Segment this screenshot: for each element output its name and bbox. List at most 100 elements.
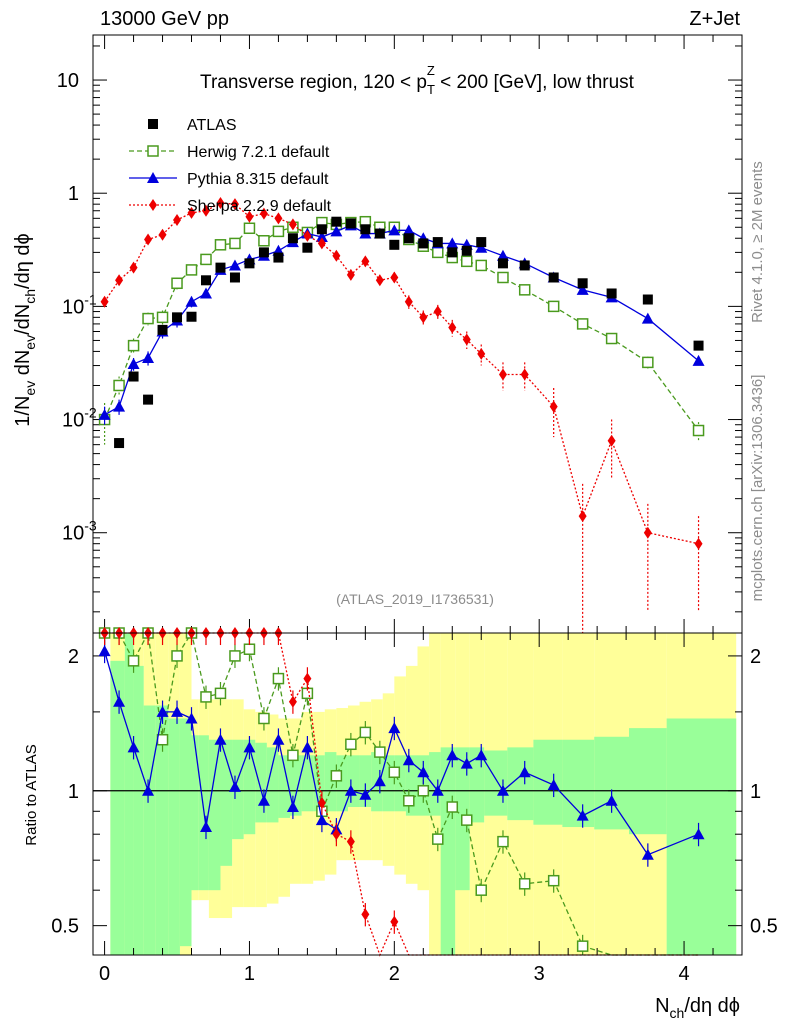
herwig-point (642, 356, 654, 369)
herwig-point (692, 424, 705, 437)
pythia-ratio-point (518, 766, 531, 778)
y-tick-label: 10-3 (62, 518, 97, 545)
pythia-ratio-point (547, 779, 560, 791)
band-inner-bin (405, 755, 418, 816)
ratio-tick-label: 0.5 (51, 916, 79, 938)
data-series (98, 196, 705, 957)
atlas-point (302, 242, 313, 253)
band-inner-bin (469, 747, 485, 823)
pythia-point (692, 354, 705, 366)
herwig-point (185, 264, 198, 276)
atlas-point (519, 260, 530, 271)
herwig-point (200, 253, 212, 266)
sherpa-point (549, 400, 558, 413)
herwig-point (113, 379, 125, 392)
band-inner-bin (359, 755, 372, 808)
pythia-point (641, 312, 654, 324)
sherpa-point (144, 233, 153, 246)
band-inner-bin (133, 665, 144, 955)
pythia-ratio-point (576, 809, 589, 821)
legend-marker-sherpa (149, 199, 157, 211)
legend-marker-pythia (147, 172, 159, 183)
herwig-ratio-point (461, 814, 473, 826)
herwig-ratio-point (330, 770, 343, 782)
atlas-point (345, 218, 356, 229)
pythia-ratio-point (228, 780, 241, 792)
sherpa-point (100, 295, 109, 308)
y-tick-label: 10 (57, 70, 79, 92)
herwig-point (258, 235, 270, 247)
ratio-y-label: Ratio to ATLAS (23, 744, 40, 845)
pythia-point (113, 400, 126, 412)
pythia-ratio-point (214, 733, 227, 745)
sherpa-point (433, 305, 442, 318)
herwig-ratio-point (214, 687, 227, 700)
atlas-point (577, 278, 588, 289)
sherpa-point (520, 368, 529, 381)
x-tick-label: 1 (244, 963, 255, 985)
sherpa-line (104, 202, 699, 545)
band-inner-bin (208, 739, 221, 891)
mcplots-label: mcplots.cern.ch [arXiv:1306.3436] (749, 375, 766, 602)
sherpa-ratio-point (317, 796, 326, 809)
sherpa-point (448, 321, 457, 334)
herwig-point (518, 284, 531, 296)
herwig-ratio-point (200, 691, 212, 703)
pythia-ratio-point (185, 712, 198, 724)
sherpa-point (390, 271, 399, 284)
y-tick-exponent: -2 (84, 405, 97, 421)
sherpa-point (303, 229, 312, 242)
herwig-ratio-line (104, 630, 699, 956)
chart-title: Transverse region, 120 < pTZ < 200 [GeV]… (200, 63, 635, 97)
band-inner-bin (290, 755, 302, 816)
sherpa-point (230, 198, 239, 211)
atlas-point (548, 272, 559, 283)
pythia-ratio-point (373, 775, 386, 787)
pythia-ratio-point (446, 749, 459, 761)
pythia-ratio-point (605, 794, 618, 806)
sherpa-ratio-point (288, 695, 297, 708)
sherpa-point (201, 204, 210, 217)
pythia-ratio-point (417, 766, 430, 778)
pythia-ratio-point (692, 828, 705, 840)
atlas-point (229, 272, 240, 283)
herwig-point (272, 225, 285, 238)
herwig-ratio-point (374, 746, 386, 758)
band-inner-bin (440, 747, 456, 955)
pythia-point (388, 224, 401, 236)
sherpa-point (173, 213, 182, 226)
atlas-point (215, 262, 226, 273)
herwig-point (461, 255, 473, 268)
sherpa-point (643, 526, 652, 539)
atlas-point (157, 324, 168, 335)
herwig-point (605, 332, 618, 345)
herwig-ratio-point (229, 650, 241, 662)
atlas-point (273, 252, 284, 263)
sherpa-point (216, 196, 225, 209)
herwig-point (432, 246, 444, 259)
legend-label-sherpa: Sherpa 2.2.9 default (187, 198, 332, 215)
atlas-point (143, 394, 154, 405)
herwig-ratio-point (388, 766, 401, 778)
atlas-point (316, 224, 327, 235)
x-tick-label: 4 (678, 963, 689, 985)
atlas-point (172, 312, 183, 323)
pythia-point (330, 225, 343, 237)
herwig-point (142, 312, 154, 325)
atlas-point (186, 311, 197, 322)
atlas-point (693, 340, 704, 351)
pythia-ratio-point (243, 741, 256, 753)
herwig-point (127, 339, 140, 352)
herwig-point (229, 237, 241, 250)
herwig-ratio-point (345, 738, 357, 751)
pythia-ratio-point (127, 741, 140, 753)
band-inner-bin (168, 718, 180, 955)
pythia-point (315, 231, 328, 243)
legend: ATLAS Herwig 7.2.1 default Pythia 8.315 de… (129, 117, 332, 215)
pythia-point (402, 224, 415, 236)
herwig-ratio-point (432, 833, 444, 845)
pythia-ratio-point (142, 784, 155, 796)
y-axis-label: 1/Nev dNev/dNch/dη dϕ (12, 233, 38, 426)
sherpa-point (317, 237, 326, 250)
atlas-point (476, 237, 487, 248)
